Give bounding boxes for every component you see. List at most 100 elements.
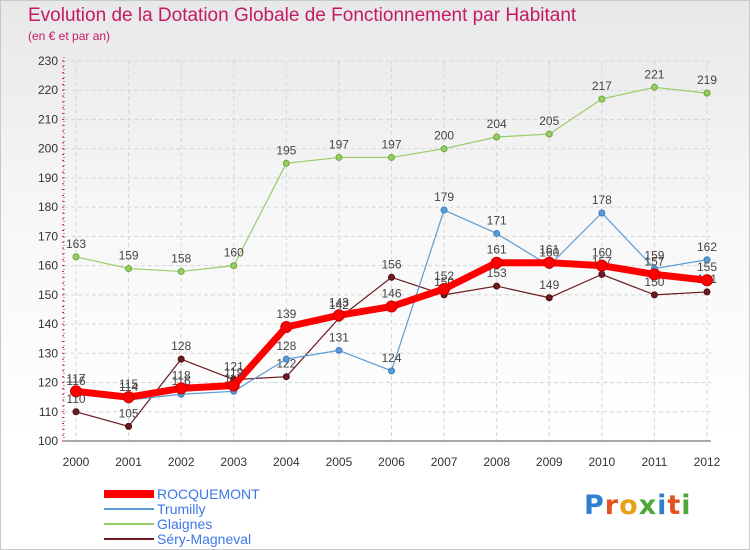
data-point-trumilly <box>335 346 343 354</box>
x-tick-label: 2009 <box>536 455 563 469</box>
data-label-s-ry-magneval: 105 <box>119 406 139 420</box>
data-label-trumilly: 131 <box>329 330 349 344</box>
data-label-rocquemont: 146 <box>381 287 401 301</box>
data-label-trumilly: 128 <box>276 339 296 353</box>
y-tick-label: 190 <box>38 171 58 185</box>
data-label-rocquemont: 161 <box>487 243 507 257</box>
data-point-rocquemont <box>701 274 713 287</box>
data-point-rocquemont <box>122 391 135 404</box>
proxiti-logo: Proxiti <box>584 490 692 521</box>
x-tick-label: 2005 <box>326 455 353 469</box>
data-label-s-ry-magneval: 122 <box>276 357 296 371</box>
x-tick-label: 2002 <box>168 455 195 469</box>
data-point-s-ry-magneval <box>598 270 606 278</box>
data-label-s-ry-magneval: 149 <box>539 278 559 292</box>
y-tick-label: 150 <box>38 288 58 302</box>
data-label-trumilly: 179 <box>434 190 454 204</box>
data-label-rocquemont: 115 <box>119 377 138 391</box>
data-point-rocquemont <box>595 259 608 272</box>
x-tick-label: 2011 <box>642 455 668 469</box>
data-point-rocquemont <box>175 382 188 395</box>
data-point-glaignes <box>125 265 133 273</box>
data-point-glaignes <box>598 95 606 103</box>
data-label-trumilly: 178 <box>592 193 612 207</box>
data-point-glaignes <box>388 153 395 161</box>
logo-letter: t <box>667 490 682 521</box>
data-point-rocquemont <box>70 385 82 398</box>
logo-letter: P <box>584 490 605 521</box>
x-tick-label: 2006 <box>378 455 405 469</box>
data-label-rocquemont: 118 <box>172 368 191 382</box>
data-point-glaignes <box>650 83 658 91</box>
x-tick-label: 2001 <box>115 455 142 469</box>
data-point-s-ry-magneval <box>545 294 553 302</box>
data-point-glaignes <box>493 133 501 141</box>
data-label-trumilly: 116 <box>66 374 85 388</box>
data-point-glaignes <box>282 159 290 167</box>
data-label-s-ry-magneval: 142 <box>329 298 349 312</box>
data-point-rocquemont <box>385 300 398 313</box>
data-point-rocquemont <box>648 268 661 281</box>
data-point-s-ry-magneval <box>177 355 185 363</box>
x-tick-label: 2000 <box>63 455 90 469</box>
x-tick-label: 2008 <box>483 455 510 469</box>
data-label-trumilly: 162 <box>697 240 717 254</box>
data-label-trumilly: 160 <box>539 246 559 260</box>
logo-letter: i <box>657 490 668 521</box>
data-point-s-ry-magneval <box>72 408 80 416</box>
data-point-glaignes <box>703 89 711 97</box>
data-point-trumilly <box>493 229 501 237</box>
data-point-glaignes <box>177 267 185 275</box>
data-point-trumilly <box>703 256 711 264</box>
data-point-trumilly <box>388 367 395 375</box>
logo-letter: i <box>681 490 692 521</box>
data-label-glaignes: 221 <box>644 67 664 81</box>
y-tick-label: 160 <box>38 259 58 273</box>
data-label-rocquemont: 139 <box>276 307 296 321</box>
data-label-s-ry-magneval: 121 <box>224 360 244 374</box>
data-point-s-ry-magneval <box>703 288 711 296</box>
data-point-glaignes <box>440 145 448 153</box>
data-label-s-ry-magneval: 153 <box>487 266 507 280</box>
data-point-rocquemont <box>227 379 240 392</box>
data-label-glaignes: 159 <box>119 249 139 263</box>
y-tick-label: 130 <box>38 346 58 360</box>
data-label-glaignes: 200 <box>434 129 454 143</box>
data-label-rocquemont: 160 <box>592 246 612 260</box>
data-label-glaignes: 197 <box>381 137 401 151</box>
data-point-rocquemont <box>490 256 503 269</box>
x-tick-label: 2007 <box>431 455 458 469</box>
data-label-glaignes: 204 <box>487 117 507 131</box>
data-point-glaignes <box>545 130 553 138</box>
data-point-glaignes <box>230 262 238 270</box>
y-tick-label: 140 <box>38 317 58 331</box>
y-tick-label: 100 <box>38 434 58 448</box>
data-label-trumilly: 114 <box>119 380 138 394</box>
y-tick-label: 110 <box>39 405 58 419</box>
logo-letter: r <box>604 490 620 521</box>
y-tick-label: 210 <box>38 112 58 126</box>
data-point-rocquemont <box>280 321 293 333</box>
y-tick-label: 220 <box>38 83 58 97</box>
data-point-trumilly <box>440 206 448 214</box>
chart-subtitle: (en € et par an) <box>28 29 111 43</box>
y-tick-label: 200 <box>38 142 58 156</box>
data-point-rocquemont <box>332 309 345 322</box>
data-point-s-ry-magneval <box>650 291 658 299</box>
data-point-trumilly <box>598 209 606 217</box>
data-point-s-ry-magneval <box>282 373 290 381</box>
data-label-glaignes: 197 <box>329 137 349 151</box>
data-label-rocquemont: 161 <box>539 243 559 257</box>
x-tick-label: 2004 <box>273 455 300 469</box>
data-label-trumilly: 124 <box>381 351 401 365</box>
y-tick-label: 230 <box>38 54 58 68</box>
logo-letter: o <box>619 490 639 521</box>
data-point-glaignes <box>72 253 80 261</box>
data-label-rocquemont: 157 <box>644 254 664 268</box>
data-label-rocquemont: 117 <box>66 371 85 385</box>
data-label-s-ry-magneval: 156 <box>381 257 401 271</box>
x-tick-label: 2010 <box>588 455 615 469</box>
data-label-glaignes: 160 <box>224 246 244 260</box>
